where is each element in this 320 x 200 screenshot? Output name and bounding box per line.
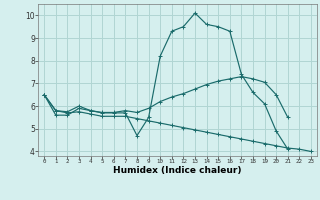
X-axis label: Humidex (Indice chaleur): Humidex (Indice chaleur) bbox=[113, 166, 242, 175]
